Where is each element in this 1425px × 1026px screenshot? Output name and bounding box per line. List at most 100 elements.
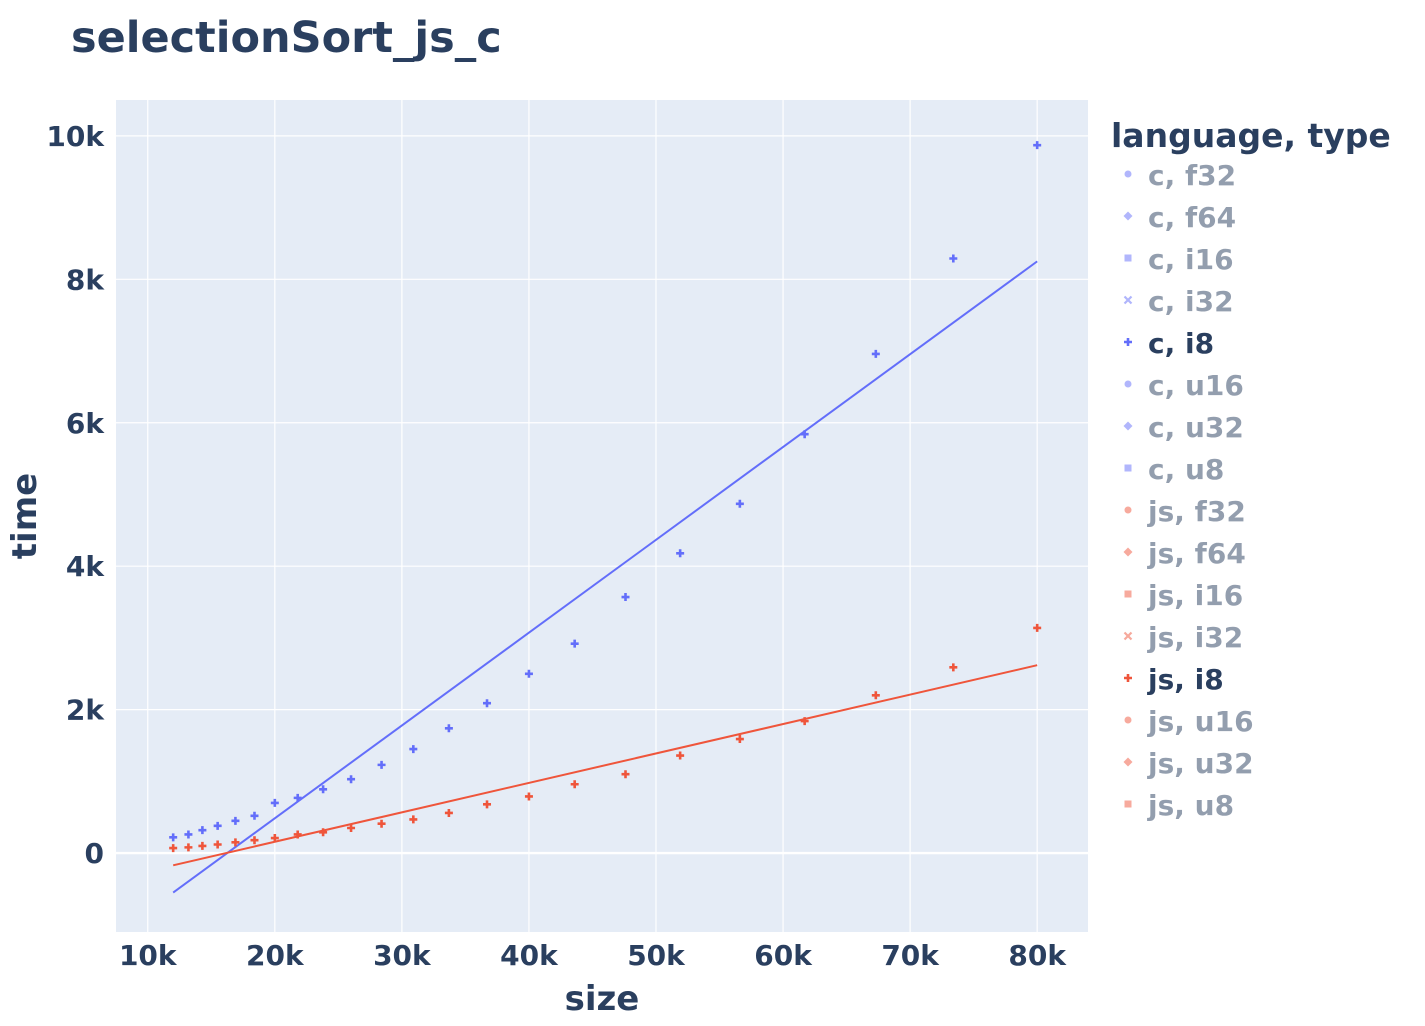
data-point xyxy=(270,798,279,807)
y-axis-label: time xyxy=(5,473,45,559)
data-point xyxy=(213,840,222,849)
y-tick-label: 0 xyxy=(85,837,104,870)
legend-marker-icon xyxy=(1124,590,1132,598)
data-point xyxy=(198,826,207,835)
legend-label: c, i8 xyxy=(1148,327,1214,360)
data-point xyxy=(347,824,356,832)
trendline xyxy=(172,664,1038,867)
x-tick-label: 80k xyxy=(1008,939,1067,972)
legend-item[interactable]: js, f32 xyxy=(1124,495,1246,528)
data-point xyxy=(231,816,240,825)
legend-marker-icon xyxy=(1123,547,1133,557)
data-point xyxy=(184,843,193,852)
data-point xyxy=(949,663,958,672)
data-point xyxy=(735,735,744,744)
x-tick-label: 60k xyxy=(754,939,813,972)
data-point xyxy=(570,639,579,648)
legend-item[interactable]: c, u32 xyxy=(1123,411,1244,444)
plot-background xyxy=(116,100,1088,932)
data-point xyxy=(1033,623,1042,632)
legend-marker-icon xyxy=(1124,254,1132,262)
legend-label: js, f32 xyxy=(1147,495,1246,528)
x-tick-label: 10k xyxy=(119,939,178,972)
y-tick-label: 10k xyxy=(46,120,105,153)
y-tick-label: 8k xyxy=(66,263,105,296)
trendline xyxy=(172,260,1038,894)
legend-label: js, u8 xyxy=(1147,789,1234,822)
x-tick-label: 30k xyxy=(373,939,432,972)
data-point xyxy=(231,838,240,847)
legend: language, type c, f32 c, f64 c, i16 c, i32 c… xyxy=(1111,116,1391,822)
legend-item[interactable]: js, u32 xyxy=(1123,747,1254,780)
legend-label: c, i32 xyxy=(1148,285,1234,318)
data-point xyxy=(184,830,193,839)
legend-title: language, type xyxy=(1111,116,1391,155)
y-tick-label: 2k xyxy=(66,694,105,727)
data-point xyxy=(524,669,533,678)
data-point xyxy=(377,819,386,828)
data-point xyxy=(735,499,744,508)
y-tick-label: 6k xyxy=(66,407,105,440)
data-point xyxy=(444,808,453,817)
legend-label: c, i16 xyxy=(1148,243,1234,276)
legend-label: c, u32 xyxy=(1148,411,1244,444)
legend-item[interactable]: js, u16 xyxy=(1124,705,1254,738)
legend-item[interactable]: c, i8 xyxy=(1124,327,1214,360)
legend-marker-icon xyxy=(1124,170,1132,178)
legend-item[interactable]: js, i32 xyxy=(1123,621,1244,654)
legend-item[interactable]: c, u16 xyxy=(1124,369,1244,402)
data-point xyxy=(169,833,178,842)
legend-marker-icon xyxy=(1124,380,1132,388)
x-tick-label: 50k xyxy=(627,939,686,972)
data-point xyxy=(250,836,259,845)
data-point xyxy=(319,828,328,837)
legend-label: js, i32 xyxy=(1147,621,1243,654)
data-points xyxy=(169,141,1042,853)
legend-item[interactable]: c, f64 xyxy=(1123,201,1237,234)
data-point xyxy=(377,760,386,769)
legend-label: js, f64 xyxy=(1147,537,1246,570)
legend-marker-icon xyxy=(1123,295,1133,305)
data-point xyxy=(621,770,630,779)
data-point xyxy=(293,830,302,839)
legend-marker-icon xyxy=(1123,631,1133,641)
legend-label: c, f32 xyxy=(1148,159,1236,192)
grid-lines xyxy=(116,100,1088,932)
data-point xyxy=(347,775,356,784)
data-point xyxy=(676,751,685,760)
legend-marker-icon xyxy=(1123,757,1133,767)
legend-item[interactable]: c, u8 xyxy=(1124,453,1225,486)
legend-label: c, u8 xyxy=(1148,453,1224,486)
legend-marker-icon xyxy=(1124,506,1132,514)
data-point xyxy=(409,815,418,824)
legend-label: js, i16 xyxy=(1147,579,1243,612)
legend-item[interactable]: c, i16 xyxy=(1124,243,1234,276)
data-point xyxy=(270,834,279,843)
data-point xyxy=(213,821,222,830)
y-tick-label: 4k xyxy=(66,550,105,583)
legend-marker-icon xyxy=(1123,421,1133,431)
legend-marker-icon xyxy=(1123,211,1133,221)
legend-item[interactable]: c, i32 xyxy=(1123,285,1234,318)
legend-item[interactable]: js, i16 xyxy=(1124,579,1244,612)
legend-item[interactable]: js, f64 xyxy=(1123,537,1246,570)
legend-marker-icon xyxy=(1124,338,1132,346)
legend-label: js, u16 xyxy=(1147,705,1254,738)
legend-item[interactable]: js, u8 xyxy=(1124,789,1235,822)
data-point xyxy=(800,717,809,726)
legend-marker-icon xyxy=(1124,464,1132,472)
data-point xyxy=(483,699,492,708)
legend-marker-icon xyxy=(1124,716,1132,724)
legend-item[interactable]: js, i8 xyxy=(1124,663,1224,696)
data-point xyxy=(800,430,809,439)
legend-item[interactable]: c, f32 xyxy=(1124,159,1237,192)
data-point xyxy=(319,785,328,794)
data-point xyxy=(570,780,579,789)
chart-title: selectionSort_js_c xyxy=(71,13,502,63)
data-point xyxy=(198,841,207,850)
data-point xyxy=(621,593,630,602)
data-point xyxy=(250,811,259,820)
x-tick-label: 20k xyxy=(246,939,305,972)
